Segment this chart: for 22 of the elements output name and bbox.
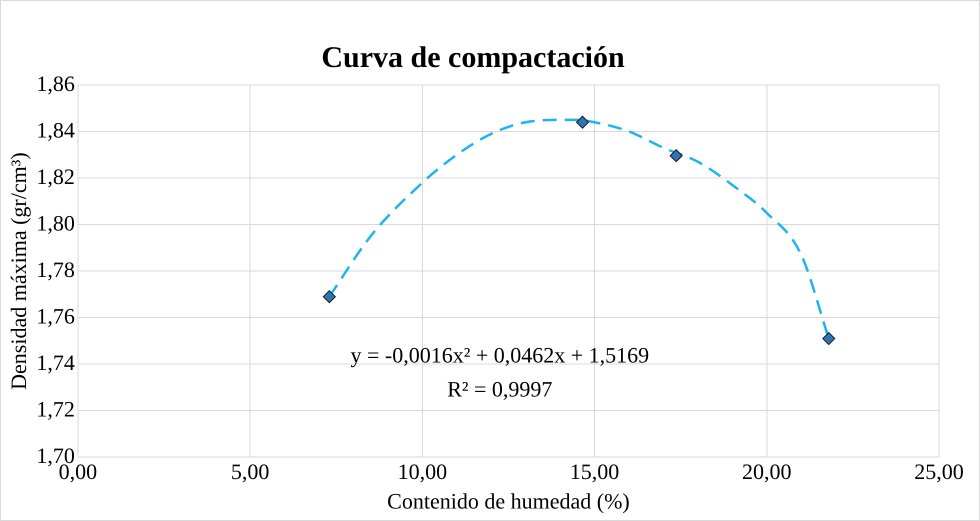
y-tick-label: 1,72 xyxy=(36,396,75,422)
y-tick-label: 1,82 xyxy=(36,164,75,189)
x-tick-label: 20,00 xyxy=(742,459,792,484)
y-tick-label: 1,74 xyxy=(36,350,75,375)
y-axis-title: Densidad máxima (gr/cm³) xyxy=(6,152,31,390)
point xyxy=(822,332,836,346)
x-tick-label: 15,00 xyxy=(570,459,620,484)
x-tick-label: 5,00 xyxy=(230,459,270,484)
y-tick-label: 1,78 xyxy=(36,256,75,282)
y-tick-label: 1,84 xyxy=(36,117,75,142)
y-tick-label: 1,86 xyxy=(36,70,75,96)
chart-title: Curva de compactación xyxy=(321,40,625,74)
y-tick-label: 1,76 xyxy=(36,303,75,328)
y-tick-label: 1,80 xyxy=(36,210,75,236)
x-tick-label: 25,00 xyxy=(914,459,964,484)
point xyxy=(322,290,336,304)
point xyxy=(576,116,590,129)
annotation: y = -0,0016x² + 0,0462x + 1,5169 xyxy=(350,342,650,368)
annotation: R² = 0,9997 xyxy=(447,376,552,402)
x-axis-title: Contenido de humedad (%) xyxy=(387,488,630,514)
point xyxy=(670,149,683,162)
x-tick-label: 10,00 xyxy=(398,459,448,484)
